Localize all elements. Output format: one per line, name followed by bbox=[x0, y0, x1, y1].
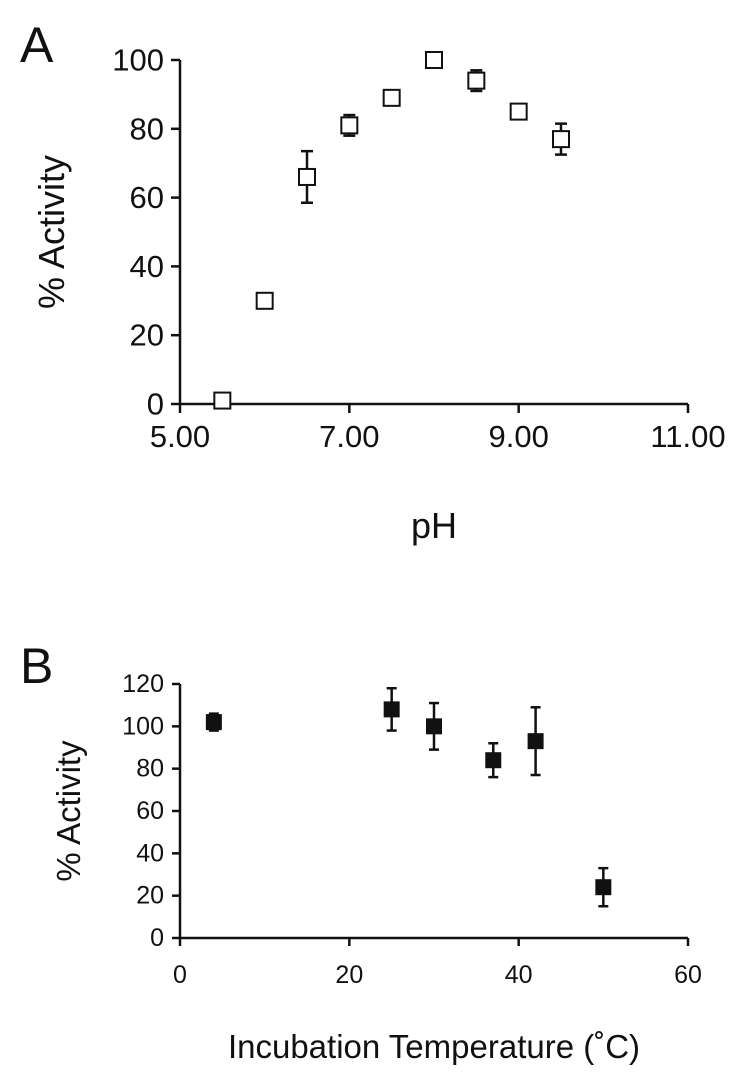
data-point-open-square bbox=[213, 391, 232, 410]
x-tick-label: 5.00 bbox=[150, 419, 210, 454]
y-tick-label: 40 bbox=[136, 839, 164, 867]
y-tick-label: 80 bbox=[130, 111, 164, 146]
y-tick-label: 0 bbox=[147, 387, 164, 422]
y-tick-label: 60 bbox=[130, 180, 164, 215]
x-axis-title: pH bbox=[411, 505, 457, 546]
data-point-open-square bbox=[298, 167, 316, 186]
x-axis-title: Incubation Temperature (˚C) bbox=[228, 1028, 640, 1065]
panel-b-chart: B 0 20 40 60 80 100 120 0 20 40 60 Incubation Temper… bbox=[20, 638, 702, 1065]
panel-label: A bbox=[20, 17, 54, 73]
data-point-filled-square bbox=[205, 714, 222, 731]
data-point-filled-square bbox=[527, 733, 544, 750]
y-axis-title: % Activity bbox=[31, 155, 72, 309]
panel-a-chart: A 0 20 40 60 80 100 5.00 7.00 9.00 11.00 pH % Activi… bbox=[20, 17, 726, 546]
data-point-open-square bbox=[255, 291, 274, 310]
y-tick-label: 20 bbox=[136, 882, 164, 910]
x-tick-label: 0 bbox=[173, 961, 187, 989]
y-axis-title: % Activity bbox=[50, 740, 87, 882]
y-tick-label: 20 bbox=[130, 318, 164, 353]
y-tick-label: 60 bbox=[136, 797, 164, 825]
data-point-filled-square bbox=[595, 879, 612, 896]
y-tick-label: 0 bbox=[150, 924, 164, 952]
data-point-filled-square bbox=[485, 752, 502, 769]
y-tick-label: 40 bbox=[130, 249, 164, 284]
y-tick-label: 100 bbox=[122, 712, 164, 740]
x-tick-label: 11.00 bbox=[650, 419, 725, 454]
data-point-filled-square bbox=[383, 701, 400, 718]
data-point-open-square bbox=[467, 71, 486, 90]
y-tick-label: 80 bbox=[136, 755, 164, 783]
data-point-open-square bbox=[382, 88, 401, 107]
x-tick-label: 60 bbox=[674, 961, 702, 989]
data-point-open-square bbox=[340, 116, 359, 135]
data-point-filled-square bbox=[426, 718, 442, 735]
y-tick-label: 120 bbox=[122, 670, 164, 698]
x-tick-label: 40 bbox=[505, 961, 533, 989]
x-tick-label: 9.00 bbox=[488, 419, 548, 454]
data-point-open-square bbox=[425, 51, 443, 69]
panel-label: B bbox=[20, 638, 53, 694]
y-tick-label: 100 bbox=[112, 43, 164, 78]
x-tick-label: 20 bbox=[335, 961, 363, 989]
x-tick-label: 7.00 bbox=[319, 419, 379, 454]
data-point-open-square bbox=[509, 102, 528, 121]
data-point-open-square bbox=[552, 130, 570, 149]
